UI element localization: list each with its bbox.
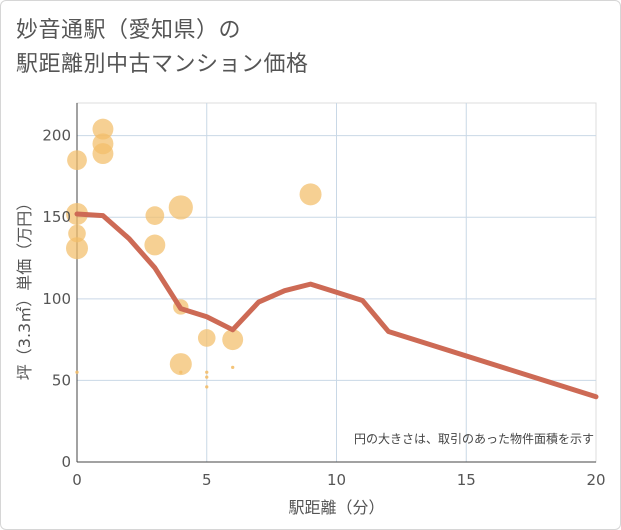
trend-line-layer [74,211,599,400]
data-bubble [68,224,86,243]
data-bubble [205,375,209,379]
x-tick-label: 0 [72,471,82,489]
data-bubble [205,385,209,389]
chart-title-line-2: 駅距離別中古マンション価格 [16,52,309,77]
data-bubble [92,118,114,140]
data-bubble [179,370,183,374]
bubble-series [66,118,322,389]
grid-lines [76,102,597,463]
y-tick-label: 150 [42,208,71,226]
x-tick-label: 10 [327,471,346,489]
x-axis-title: 駅距離（分） [288,498,384,517]
x-tick-label: 15 [457,471,476,489]
y-axis-title: 坪（3.3㎡）単価（万円） [15,195,34,380]
data-bubble [222,329,244,351]
data-bubble [67,150,87,171]
y-tick-label: 200 [42,127,71,145]
data-bubble [299,183,322,206]
data-bubble [92,143,114,165]
y-tick-label: 0 [61,453,71,471]
data-bubble [66,237,88,260]
data-bubble [168,195,193,220]
data-bubble [145,206,165,225]
bubble-size-note: 円の大きさは、取引のあった物件面積を示す [354,431,594,446]
chart-title: 妙音通駅（愛知県）の 駅距離別中古マンション価格 [16,14,606,82]
trend-line [74,211,599,400]
chart-title-line-1: 妙音通駅（愛知県）の [16,18,242,43]
data-bubble [75,370,79,374]
data-bubble [205,370,209,374]
x-tick-label: 20 [586,471,605,489]
y-tick-label: 50 [52,371,71,389]
data-bubble [144,234,166,256]
y-tick-label: 100 [42,290,71,308]
data-bubble [169,353,192,376]
x-tick-label: 5 [202,471,212,489]
data-bubble [197,329,216,347]
data-bubble [231,365,235,370]
